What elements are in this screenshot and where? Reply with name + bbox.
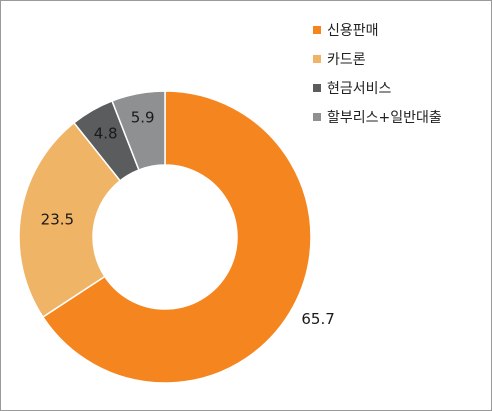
legend-label: 할부리스+일반대출 [327,109,442,126]
label-installment-lease-loan: 5.9 [131,109,155,127]
label-credit-sales: 65.7 [301,310,334,328]
legend-label: 카드론 [327,51,366,68]
slice-installment-lease-loan [111,90,166,171]
legend-swatch [313,83,321,92]
label-cash-service: 4.8 [94,124,118,142]
legend-item-card-loan: 카드론 [313,44,442,73]
legend-swatch [313,25,321,34]
legend-swatch [313,112,321,121]
slice-credit-sales [41,90,312,384]
legend-swatch [313,54,321,63]
legend-item-installment-lease-loan: 할부리스+일반대출 [313,102,442,131]
legend-item-cash-service: 현금서비스 [313,73,442,102]
legend-label: 현금서비스 [327,80,392,97]
slice-card-loan [18,121,122,319]
label-card-loan: 23.5 [41,210,74,228]
legend-label: 신용판매 [327,22,379,39]
legend: 신용판매 카드론 현금서비스 할부리스+일반대출 [313,15,442,131]
legend-item-credit-sales: 신용판매 [313,15,442,44]
